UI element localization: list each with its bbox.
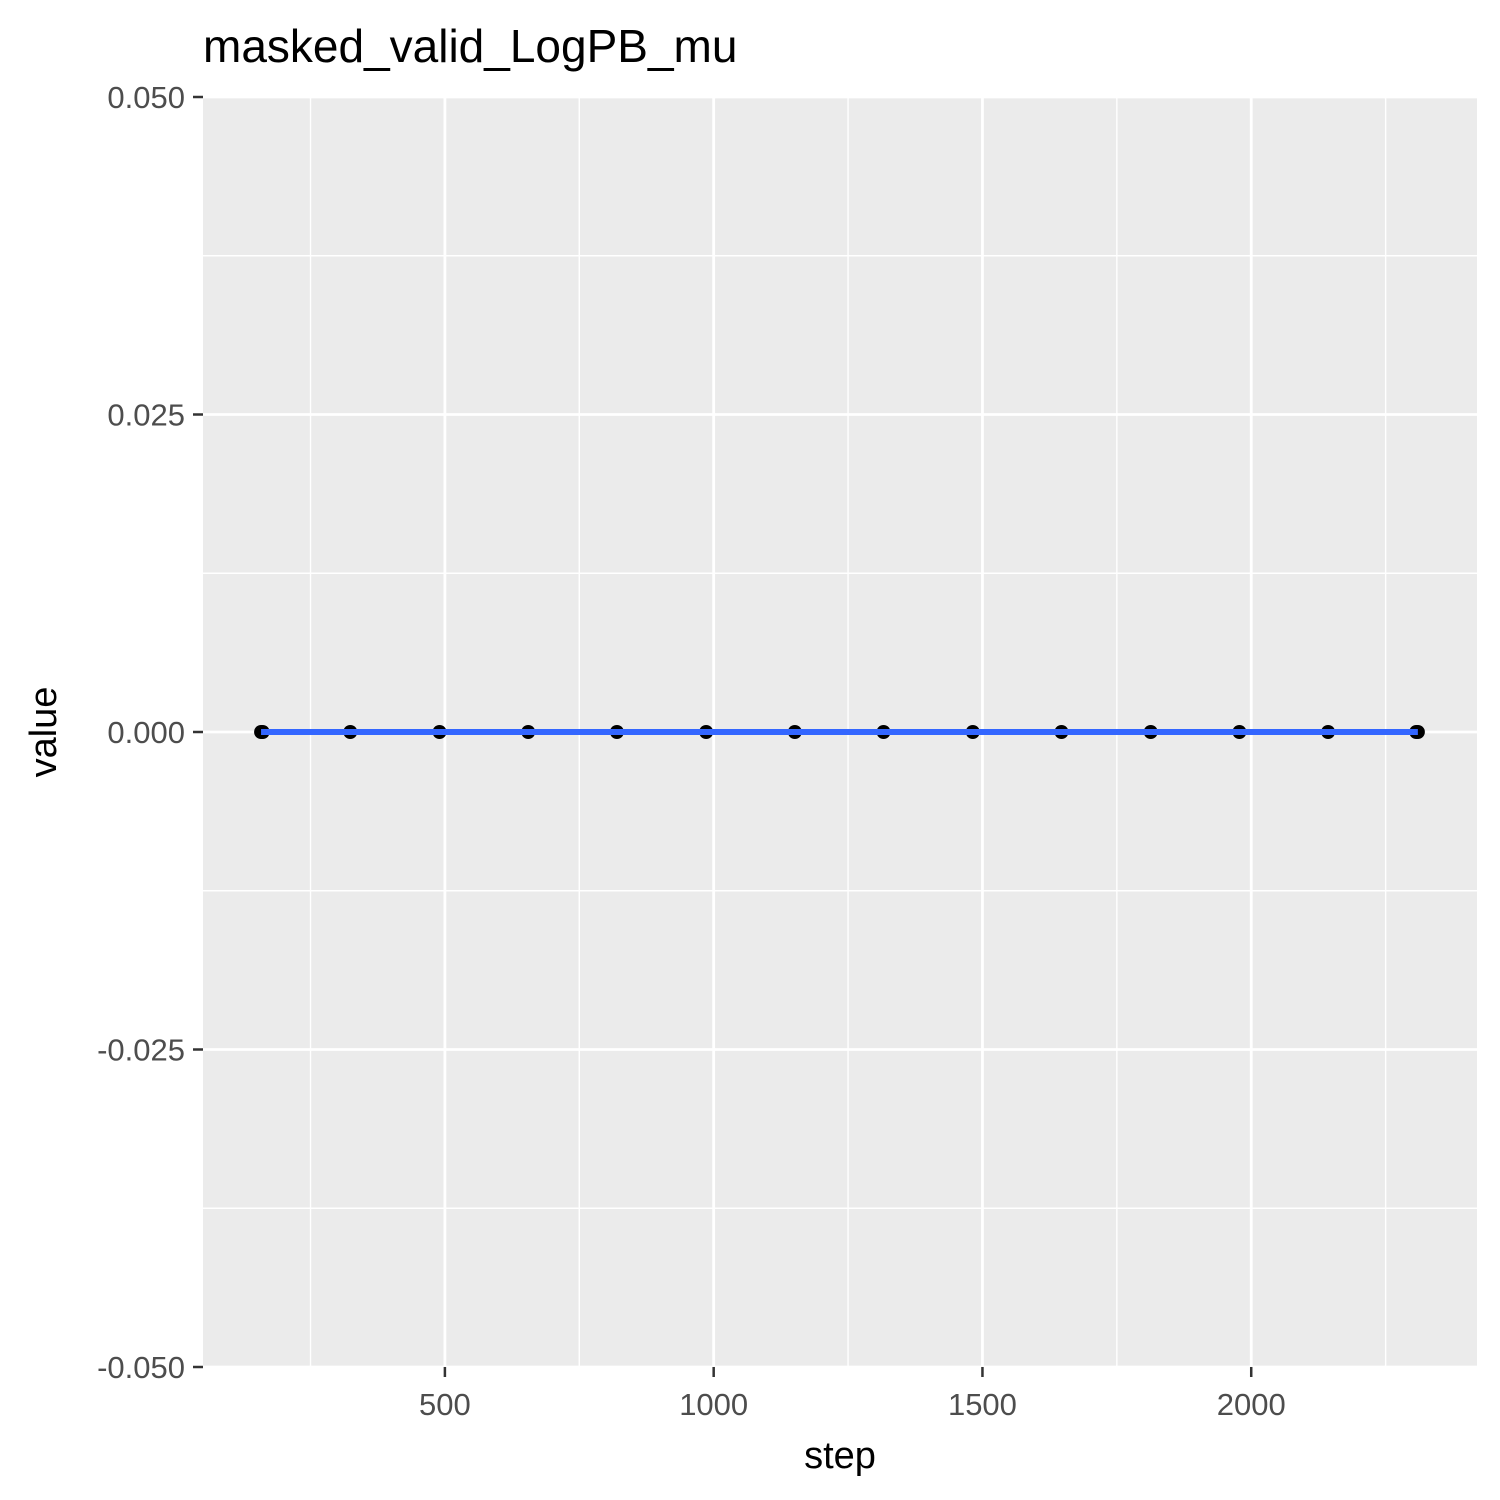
x-tick-label: 1000 (679, 1387, 748, 1422)
y-tick-label: 0.050 (107, 80, 185, 115)
y-tick-label: 0.000 (107, 715, 185, 750)
x-axis-label: step (804, 1435, 876, 1477)
chart-title: masked_valid_LogPB_mu (203, 20, 737, 72)
x-axis: 500 1000 1500 2000 (419, 1367, 1286, 1422)
x-tick-label: 2000 (1217, 1387, 1286, 1422)
y-tick-label: 0.025 (107, 398, 185, 433)
y-tick-label: -0.025 (97, 1033, 185, 1068)
y-tick-label: -0.050 (97, 1350, 185, 1385)
x-tick-label: 500 (419, 1387, 471, 1422)
y-axis: -0.050 -0.025 0.000 0.025 0.050 (97, 80, 203, 1385)
y-axis-label: value (23, 687, 65, 778)
x-tick-label: 1500 (948, 1387, 1017, 1422)
